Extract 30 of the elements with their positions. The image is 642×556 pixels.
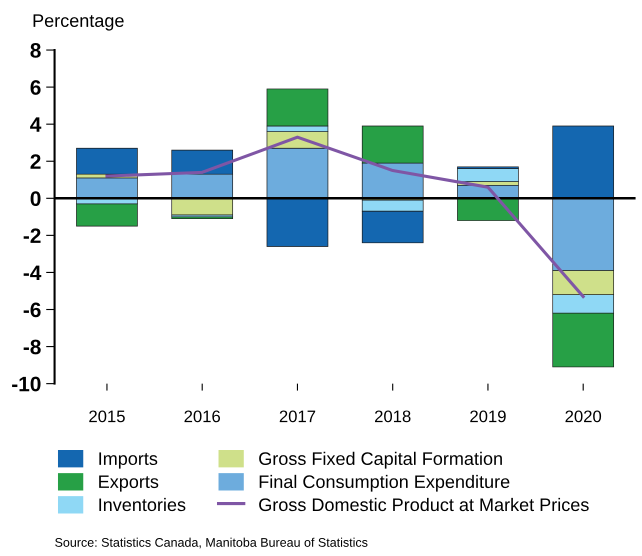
- legend-label: Imports: [99, 452, 158, 469]
- x-tick-label: 2018: [375, 410, 411, 422]
- bar: [552, 126, 614, 199]
- x-tick-label: 2020: [565, 410, 602, 422]
- bar: [76, 204, 138, 226]
- line-series: [105, 136, 585, 298]
- legend-label: Exports: [99, 475, 158, 492]
- x-tick-label: 2017: [280, 410, 316, 422]
- x-tick-label: 2015: [89, 410, 125, 422]
- source-note: Source: Statistics Canada, Manitoba Bureau of Statistics: [55, 538, 368, 548]
- y-tick-label: -4: [24, 266, 42, 280]
- bar: [76, 148, 138, 175]
- y-tick-label: -10: [12, 376, 41, 392]
- bar: [457, 168, 519, 182]
- legend-label: Inventories: [99, 498, 186, 512]
- y-axis-title: Percentage: [34, 14, 124, 31]
- y-tick-label: 0: [30, 191, 41, 206]
- legend-label: Gross Domestic Product at Market Prices: [259, 498, 589, 512]
- y-tick-label: -2: [24, 228, 41, 243]
- x-tick-label: 2019: [470, 410, 506, 422]
- bar: [266, 198, 328, 247]
- legend-label: Gross Fixed Capital Formation: [259, 452, 502, 469]
- y-tick-label: -6: [24, 302, 41, 318]
- legend-label: Final Consumption Expenditure: [260, 474, 510, 492]
- y-tick-label: 6: [30, 80, 41, 95]
- y-tick-label: 8: [30, 43, 41, 58]
- y-tick-label: 4: [30, 117, 42, 132]
- y-tick-label: 2: [30, 154, 41, 169]
- y-tick-label: -8: [24, 340, 41, 354]
- x-tick-label: 2016: [184, 410, 220, 422]
